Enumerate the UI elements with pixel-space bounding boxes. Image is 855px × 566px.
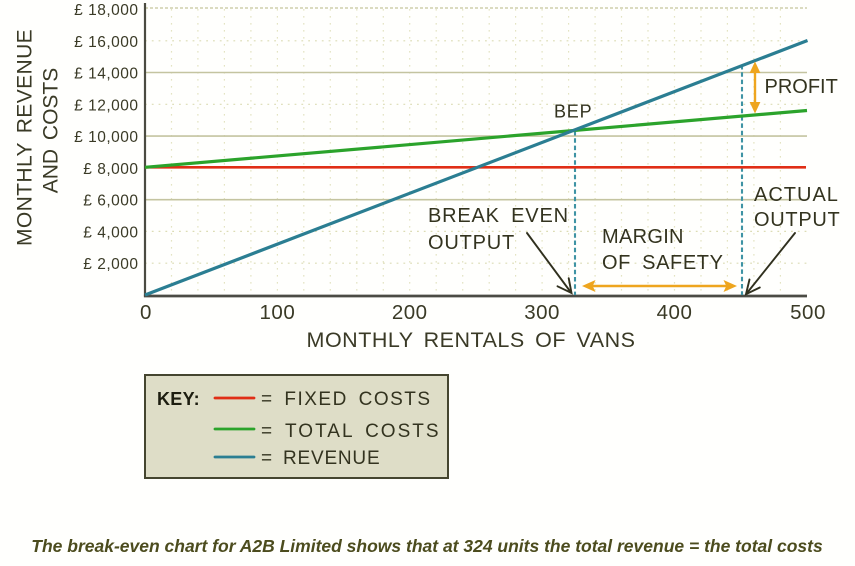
svg-text:£ 2,000: £ 2,000 [83,256,138,273]
svg-text:£ 8,000: £ 8,000 [83,161,138,178]
svg-text:£ 12,000: £ 12,000 [74,97,138,114]
svg-text:OUTPUT: OUTPUT [754,209,840,231]
svg-text:400: 400 [657,301,693,324]
svg-text:= TOTAL COSTS: = TOTAL COSTS [261,421,441,442]
svg-text:300: 300 [524,301,560,324]
svg-text:BREAK EVEN: BREAK EVEN [428,205,569,227]
svg-text:OUTPUT: OUTPUT [428,232,515,254]
svg-text:ACTUAL: ACTUAL [754,184,839,206]
svg-text:500: 500 [790,301,826,324]
svg-text:OF SAFETY: OF SAFETY [602,252,724,274]
svg-text:£ 14,000: £ 14,000 [74,66,138,83]
svg-text:0: 0 [140,301,152,324]
svg-text:£ 6,000: £ 6,000 [83,193,138,210]
svg-text:MARGIN: MARGIN [602,226,684,248]
svg-text:KEY:: KEY: [157,389,200,409]
svg-text:PROFIT: PROFIT [765,76,838,98]
svg-text:£ 10,000: £ 10,000 [74,129,138,146]
svg-text:MONTHLY REVENUE: MONTHLY REVENUE [14,29,37,246]
svg-text:MONTHLY RENTALS OF VANS: MONTHLY RENTALS OF VANS [307,328,636,352]
svg-text:= FIXED COSTS: = FIXED COSTS [261,389,432,410]
svg-text:The break-even chart for A2B L: The break-even chart for A2B Limited sho… [31,536,823,556]
svg-text:£ 16,000: £ 16,000 [74,34,138,51]
svg-text:100: 100 [260,301,296,324]
svg-text:£ 4,000: £ 4,000 [83,224,138,241]
svg-text:200: 200 [392,301,428,324]
svg-text:= REVENUE: = REVENUE [261,448,380,469]
svg-text:AND COSTS: AND COSTS [40,68,63,194]
svg-text:£ 18,000: £ 18,000 [74,2,138,19]
svg-text:BEP: BEP [554,102,592,122]
